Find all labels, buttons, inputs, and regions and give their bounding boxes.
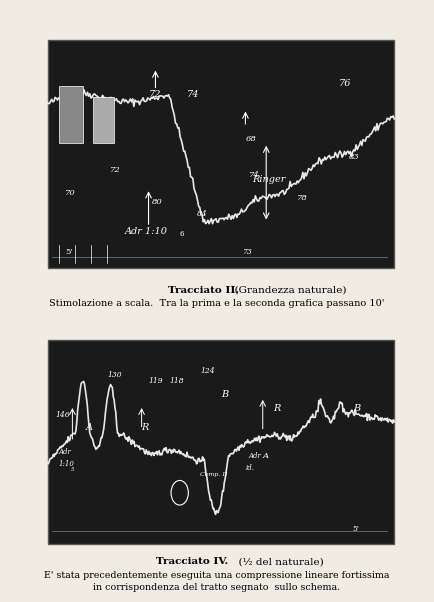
Text: 146: 146 — [55, 411, 70, 420]
FancyBboxPatch shape — [48, 340, 394, 544]
FancyBboxPatch shape — [48, 40, 394, 268]
Text: 80: 80 — [152, 198, 163, 206]
Text: 5: 5 — [71, 467, 74, 473]
Text: 78: 78 — [297, 194, 308, 202]
Text: R: R — [273, 405, 280, 413]
Text: B: B — [353, 405, 360, 413]
Bar — [93, 98, 114, 143]
Bar — [59, 86, 83, 143]
Text: in corrispondenza del tratto segnato  sullo schema.: in corrispondenza del tratto segnato sul… — [93, 583, 341, 592]
Text: A: A — [263, 452, 269, 460]
Text: id.: id. — [246, 464, 254, 473]
Text: 76: 76 — [339, 79, 352, 88]
Text: R: R — [141, 423, 149, 432]
Text: 83: 83 — [349, 153, 360, 161]
Text: 72: 72 — [111, 166, 121, 175]
Text: Comp. II: Comp. II — [201, 473, 228, 477]
Text: Adr 1:10: Adr 1:10 — [124, 227, 168, 236]
Text: 68: 68 — [246, 134, 256, 143]
Text: Ringer: Ringer — [252, 175, 286, 184]
Text: 1:10: 1:10 — [59, 461, 74, 468]
Text: Tracciato IV.: Tracciato IV. — [156, 557, 228, 566]
Text: E' stata precedentemente eseguita una compressione lineare fortissima: E' stata precedentemente eseguita una co… — [44, 571, 390, 580]
Text: 70: 70 — [66, 189, 76, 197]
Text: Adr: Adr — [249, 452, 262, 460]
Text: 72: 72 — [148, 90, 161, 99]
Text: (¹⁄₂ del naturale): (¹⁄₂ del naturale) — [232, 557, 323, 566]
Text: 5': 5' — [66, 249, 73, 256]
Text: 130: 130 — [107, 371, 122, 379]
Text: 73: 73 — [242, 249, 252, 256]
Text: A: A — [86, 423, 93, 432]
Text: 6: 6 — [180, 230, 184, 238]
Text: Tracciato II.: Tracciato II. — [168, 286, 240, 295]
Text: 118: 118 — [169, 377, 184, 385]
Text: Adr: Adr — [59, 448, 72, 456]
Text: 5': 5' — [353, 526, 360, 533]
Text: 119: 119 — [148, 377, 163, 385]
Text: Stimolazione a scala.  Tra la prima e la seconda grafica passano 10': Stimolazione a scala. Tra la prima e la … — [49, 299, 385, 308]
Text: 74: 74 — [187, 90, 199, 99]
Text: B: B — [221, 390, 228, 399]
Text: (Grandezza naturale): (Grandezza naturale) — [227, 286, 346, 295]
Text: 74: 74 — [249, 171, 260, 179]
Text: 124: 124 — [201, 367, 215, 374]
Text: 84: 84 — [197, 209, 208, 218]
